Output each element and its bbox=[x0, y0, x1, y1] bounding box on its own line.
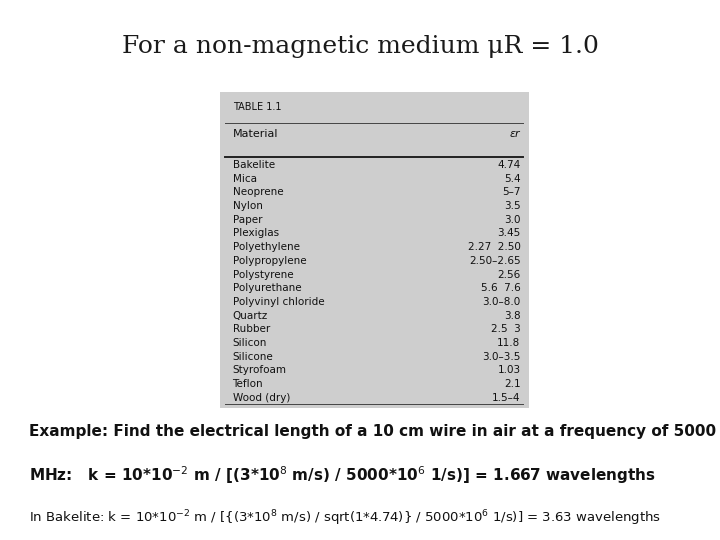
Text: 3.0–3.5: 3.0–3.5 bbox=[482, 352, 521, 362]
Text: Silicone: Silicone bbox=[233, 352, 274, 362]
Text: MHz:   k = 10*10$^{-2}$ m / [(3*10$^{8}$ m/s) / 5000*10$^{6}$ 1/s)] = 1.667 wave: MHz: k = 10*10$^{-2}$ m / [(3*10$^{8}$ m… bbox=[29, 464, 656, 486]
Text: 1.03: 1.03 bbox=[498, 366, 521, 375]
Text: 2.1: 2.1 bbox=[504, 379, 521, 389]
Text: Teflon: Teflon bbox=[233, 379, 264, 389]
Text: For a non-magnetic medium μR = 1.0: For a non-magnetic medium μR = 1.0 bbox=[122, 35, 598, 58]
Text: εr: εr bbox=[510, 129, 521, 139]
Text: TABLE 1.1: TABLE 1.1 bbox=[233, 102, 281, 112]
Text: Silicon: Silicon bbox=[233, 338, 267, 348]
Text: Polypropylene: Polypropylene bbox=[233, 256, 306, 266]
Text: 5.4: 5.4 bbox=[504, 173, 521, 184]
Text: 3.45: 3.45 bbox=[498, 228, 521, 238]
Text: 3.0–8.0: 3.0–8.0 bbox=[482, 297, 521, 307]
Text: Rubber: Rubber bbox=[233, 325, 270, 334]
Text: 3.0: 3.0 bbox=[504, 215, 521, 225]
Text: 2.5  3: 2.5 3 bbox=[491, 325, 521, 334]
Text: 3.5: 3.5 bbox=[504, 201, 521, 211]
Text: 2.56: 2.56 bbox=[498, 269, 521, 280]
Text: Polyethylene: Polyethylene bbox=[233, 242, 300, 252]
Text: Bakelite: Bakelite bbox=[233, 160, 275, 170]
Text: 1.5–4: 1.5–4 bbox=[492, 393, 521, 403]
Text: In Bakelite: k = 10*10$^{-2}$ m / [{(3*10$^{8}$ m/s) / sqrt(1*4.74)} / 5000*10$^: In Bakelite: k = 10*10$^{-2}$ m / [{(3*1… bbox=[29, 509, 661, 528]
Text: 2.27  2.50: 2.27 2.50 bbox=[468, 242, 521, 252]
Text: Polystyrene: Polystyrene bbox=[233, 269, 293, 280]
Text: Material: Material bbox=[233, 129, 278, 139]
Text: Polyurethane: Polyurethane bbox=[233, 283, 301, 293]
Text: 5–7: 5–7 bbox=[502, 187, 521, 197]
Text: 11.8: 11.8 bbox=[498, 338, 521, 348]
Text: Nylon: Nylon bbox=[233, 201, 262, 211]
Text: 4.74: 4.74 bbox=[498, 160, 521, 170]
Text: 2.50–2.65: 2.50–2.65 bbox=[469, 256, 521, 266]
Text: Wood (dry): Wood (dry) bbox=[233, 393, 290, 403]
Text: Neoprene: Neoprene bbox=[233, 187, 283, 197]
Text: 3.8: 3.8 bbox=[504, 310, 521, 321]
Text: Paper: Paper bbox=[233, 215, 262, 225]
Text: 5.6  7.6: 5.6 7.6 bbox=[481, 283, 521, 293]
FancyBboxPatch shape bbox=[220, 92, 529, 408]
Text: Polyvinyl chloride: Polyvinyl chloride bbox=[233, 297, 324, 307]
Text: Plexiglas: Plexiglas bbox=[233, 228, 279, 238]
Text: Styrofoam: Styrofoam bbox=[233, 366, 287, 375]
Text: Quartz: Quartz bbox=[233, 310, 268, 321]
Text: Mica: Mica bbox=[233, 173, 256, 184]
Text: Example: Find the electrical length of a 10 cm wire in air at a frequency of 500: Example: Find the electrical length of a… bbox=[29, 424, 716, 439]
